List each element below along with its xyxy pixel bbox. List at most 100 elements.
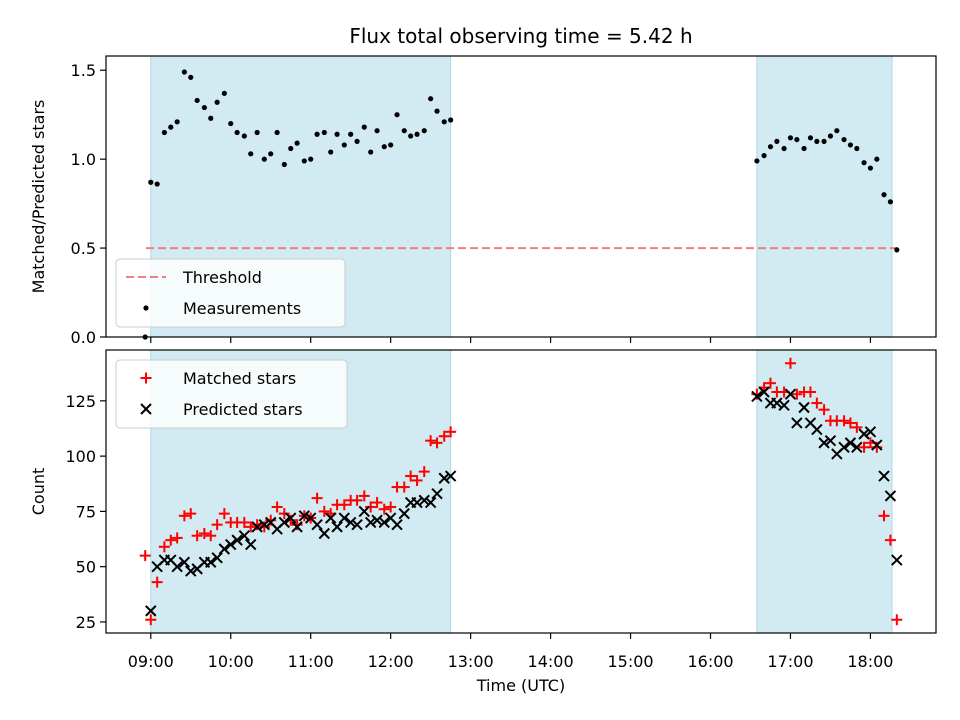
- marker-stroke: [804, 417, 817, 429]
- measurement-point: [361, 124, 367, 130]
- predicted-star-marker: [344, 516, 357, 529]
- legend-box: [115, 359, 348, 429]
- matched-star-marker: [171, 532, 183, 544]
- matched-star-marker: [418, 466, 430, 478]
- marker-stroke: [238, 530, 251, 542]
- marker-stroke: [140, 403, 152, 415]
- x-tick-label: 18:00: [847, 652, 893, 671]
- predicted-star-marker: [791, 417, 803, 429]
- marker-stroke: [178, 556, 191, 568]
- measurement-point: [794, 136, 800, 143]
- measurement-point: [154, 181, 160, 187]
- measurement-point: [867, 165, 874, 171]
- x-tick-label: 17:00: [767, 652, 813, 671]
- measurement-point: [148, 179, 154, 185]
- marker-stroke: [371, 514, 383, 526]
- marker-stroke: [758, 386, 770, 398]
- x-tick-label: 13:00: [448, 652, 494, 671]
- measurement-point: [448, 117, 454, 123]
- marker-stroke: [891, 554, 903, 566]
- marker-stroke: [798, 401, 810, 414]
- predicted-star-marker: [431, 488, 443, 500]
- measurement-point: [414, 131, 420, 137]
- predicted-star-marker: [285, 512, 297, 524]
- marker-stroke: [205, 556, 217, 568]
- ratio-panel: 0.0 0.5 1.0 1.5 Matched/Predicted stars Thres…: [29, 55, 937, 347]
- marker-stroke: [351, 518, 363, 531]
- marker-stroke: [851, 441, 863, 453]
- marker-stroke: [344, 516, 357, 529]
- marker-stroke: [424, 496, 437, 509]
- matched-star-marker: [271, 501, 283, 513]
- matched-star-marker: [211, 519, 223, 531]
- predicted-star-marker: [824, 434, 837, 447]
- measurement-point: [874, 156, 880, 162]
- measurement-point: [201, 104, 207, 111]
- predicted-star-marker: [424, 496, 437, 509]
- measurement-point: [441, 119, 447, 125]
- legend-label: Matched stars: [183, 369, 296, 388]
- marker-stroke: [391, 518, 403, 531]
- measurement-point: [254, 129, 260, 136]
- predicted-star-marker: [238, 530, 251, 542]
- measurement-point: [281, 161, 287, 168]
- x-tick-label: 15:00: [607, 652, 653, 671]
- predicted-star-marker: [838, 441, 850, 453]
- measurement-point: [208, 115, 214, 121]
- matched-star-marker: [185, 508, 197, 520]
- predicted-star-marker: [871, 439, 883, 451]
- y-axis-label: Count: [29, 468, 48, 516]
- marker-stroke: [331, 521, 343, 533]
- matched-star-marker: [445, 426, 457, 438]
- matched-star-marker: [378, 503, 390, 515]
- predicted-star-marker: [751, 390, 763, 403]
- measurement-point: [374, 128, 380, 134]
- chart-title: Flux total observing time = 5.42 h: [349, 24, 692, 48]
- marker-stroke: [251, 521, 263, 533]
- measurement-point: [428, 96, 434, 102]
- marker-stroke: [824, 434, 837, 447]
- measurement-point: [308, 156, 314, 162]
- measurement-point: [181, 69, 187, 75]
- marker-stroke: [225, 538, 237, 551]
- marker-stroke: [245, 538, 257, 551]
- matched-star-marker: [804, 386, 816, 398]
- matched-star-marker: [371, 497, 383, 509]
- predicted-star-marker: [351, 518, 363, 531]
- count-panel: 25 50 75 100 125 Count Matched stars Predicted …: [29, 349, 937, 639]
- predicted-star-marker: [864, 426, 877, 438]
- predicted-star-marker: [218, 543, 231, 555]
- matched-star-marker: [258, 521, 270, 533]
- measurement-point: [268, 151, 274, 157]
- predicted-star-marker: [784, 388, 797, 400]
- matched-star-marker: [878, 510, 890, 522]
- x-tick-label: 09:00: [128, 652, 174, 671]
- measurement-point: [887, 199, 894, 205]
- x-tick-label: 11:00: [288, 652, 334, 671]
- matched-star-marker: [818, 404, 830, 416]
- matched-star-marker: [278, 508, 290, 520]
- x-tick-label: 12:00: [368, 652, 414, 671]
- measurement-point: [814, 138, 820, 144]
- predicted-star-marker: [291, 521, 303, 533]
- legend-label: Predicted stars: [183, 400, 303, 419]
- measurement-point: [781, 145, 787, 152]
- matched-star-marker: [191, 530, 203, 542]
- legend: Threshold Measurements: [115, 258, 346, 328]
- measurement-point: [408, 133, 414, 139]
- measurement-point: [394, 112, 400, 118]
- matched-star-marker: [198, 528, 210, 540]
- marker-stroke: [858, 428, 870, 440]
- measurement-point: [341, 142, 347, 148]
- matched-star-marker: [358, 490, 370, 502]
- marker-stroke: [838, 441, 850, 453]
- measurement-point: [847, 142, 854, 148]
- predicted-star-marker: [171, 560, 183, 573]
- axes-frame: [105, 349, 937, 634]
- measurement-point: [194, 97, 200, 104]
- predicted-star-marker: [311, 518, 323, 531]
- y-axis-label: Matched/Predicted stars: [29, 100, 48, 294]
- matched-star-marker: [245, 521, 257, 533]
- measurement-point: [334, 131, 340, 137]
- matched-star-marker: [438, 430, 450, 442]
